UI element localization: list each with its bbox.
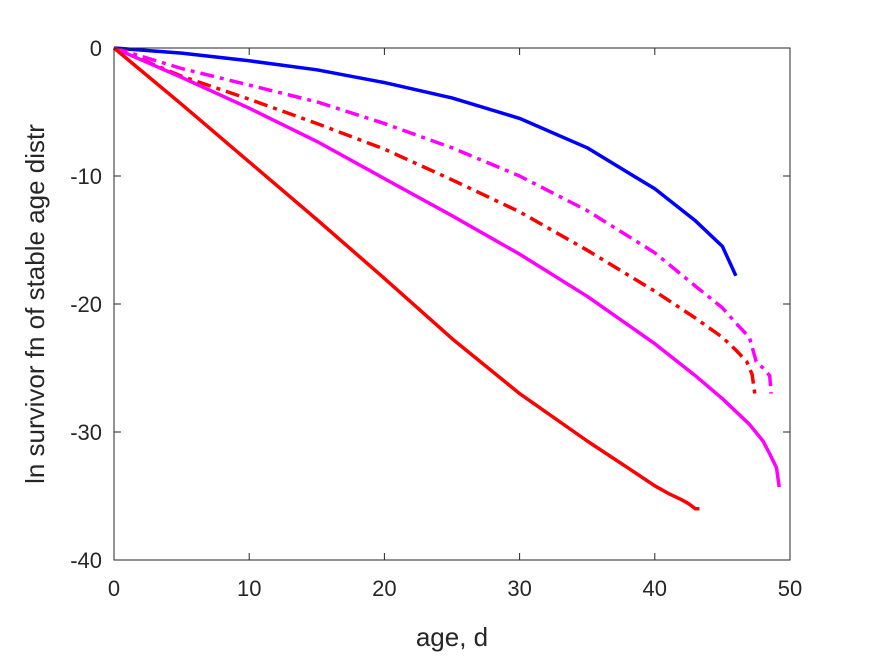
x-tick-label: 50	[778, 576, 802, 601]
y-tick-label: 0	[90, 36, 102, 61]
series-line-5	[112, 46, 700, 511]
x-tick-label: 0	[108, 576, 120, 601]
y-tick-label: -40	[70, 548, 102, 573]
x-tick-label: 10	[237, 576, 261, 601]
y-tick-label: -10	[70, 164, 102, 189]
x-tick-label: 40	[643, 576, 667, 601]
x-tick-label: 30	[507, 576, 531, 601]
series-line-4	[113, 46, 781, 488]
x-axis-ticks: 0 10 20 30 40 50	[108, 48, 802, 601]
series-line-1	[113, 46, 738, 277]
y-axis-label: ln survivor fn of stable age distr	[20, 124, 50, 484]
x-axis-label: age, d	[416, 622, 488, 652]
y-tick-label: -20	[70, 292, 102, 317]
y-tick-label: -30	[70, 420, 102, 445]
series-line-3	[113, 46, 757, 394]
series-line-2	[113, 46, 773, 394]
plot-lines	[112, 46, 781, 511]
y-axis-ticks: -40 -30 -20 -10 0	[70, 36, 790, 573]
x-tick-label: 20	[372, 576, 396, 601]
